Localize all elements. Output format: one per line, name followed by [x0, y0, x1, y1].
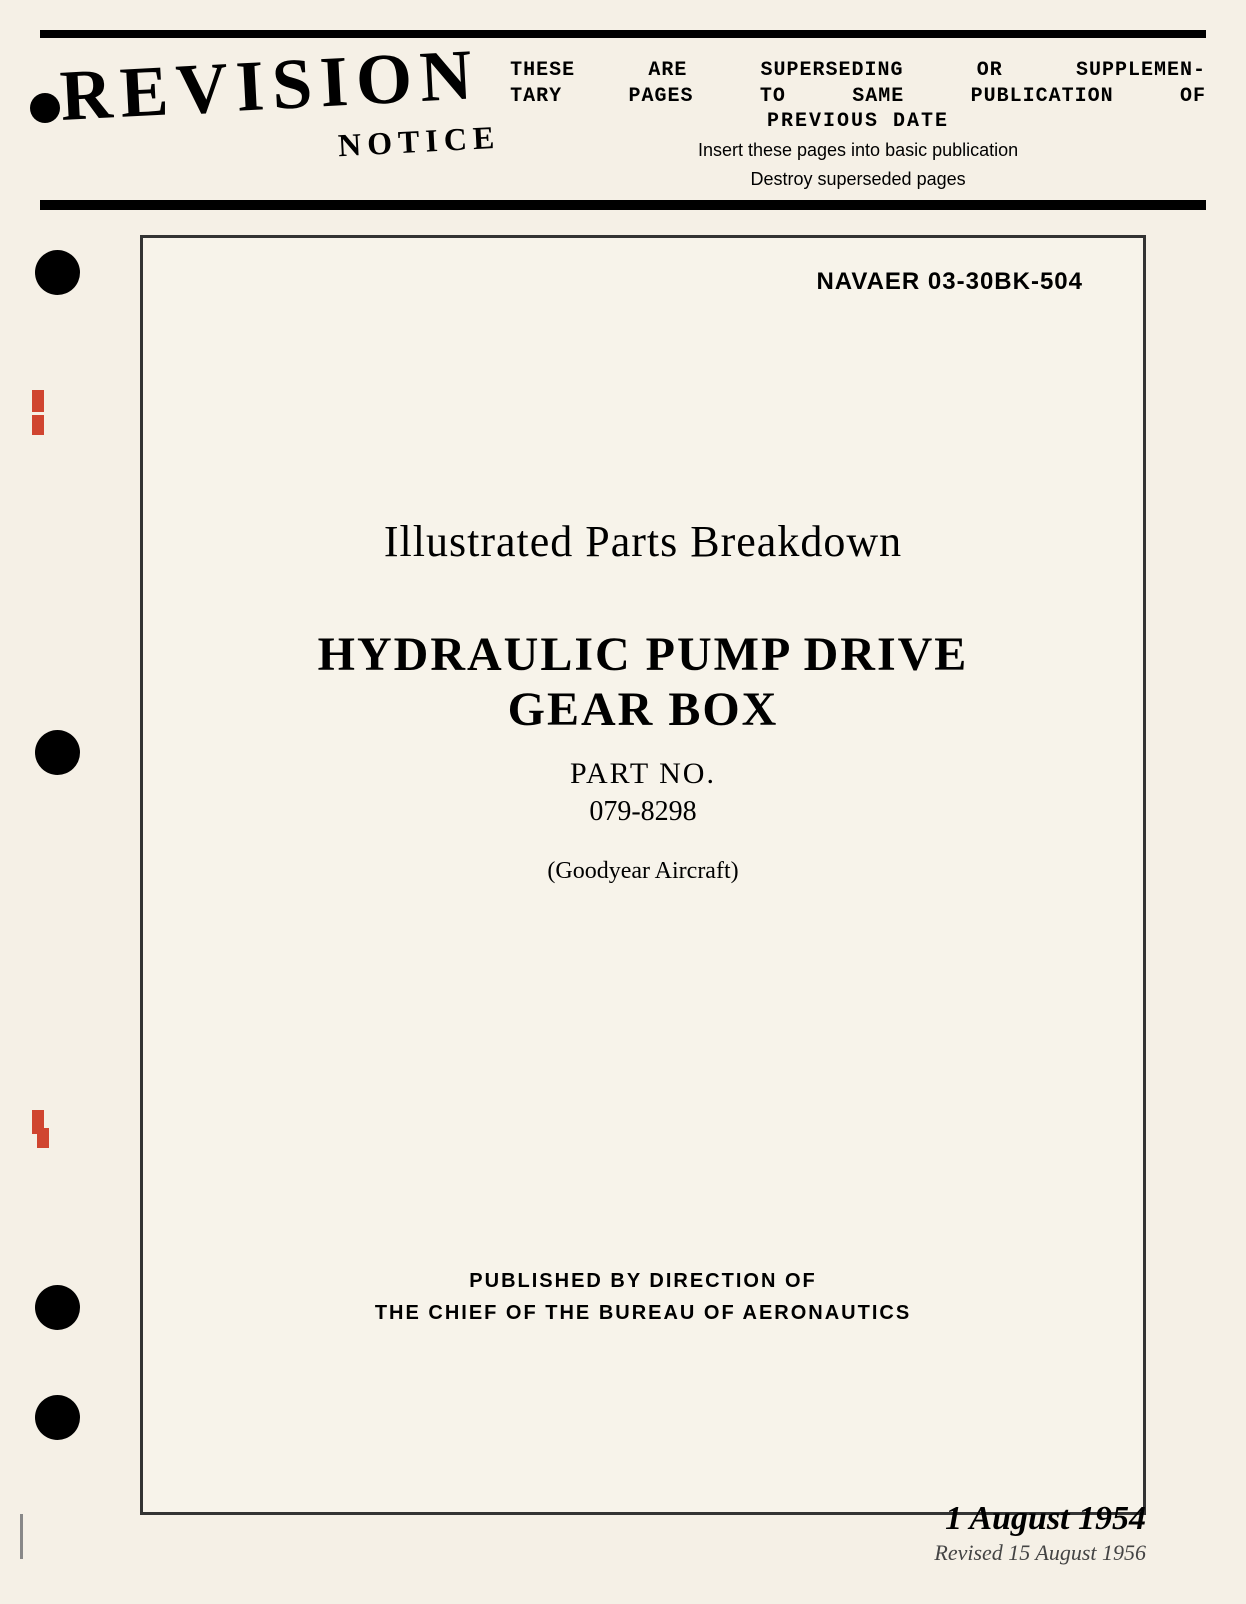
- date-block: 1 August 1954 Revised 15 August 1956: [934, 1500, 1146, 1566]
- superseding-line-1: THESE ARE SUPERSEDING OR SUPPLEMEN-: [510, 58, 1206, 84]
- superseding-line-2: TARY PAGES TO SAME PUBLICATION OF: [510, 84, 1206, 110]
- revision-notice-block: REVISION NOTICE: [40, 38, 480, 118]
- document-frame: NAVAER 03-30BK-504 Illustrated Parts Bre…: [140, 235, 1146, 1515]
- red-mark-icon: [32, 390, 44, 412]
- punch-hole-icon: [35, 1285, 80, 1330]
- punch-hole-icon: [35, 1395, 80, 1440]
- revision-label: REVISION: [59, 42, 482, 129]
- notice-label: NOTICE: [337, 119, 501, 164]
- bullet-dot-icon: [30, 93, 60, 123]
- main-title: Illustrated Parts Breakdown: [203, 516, 1083, 567]
- product-title-line-2: GEAR BOX: [203, 682, 1083, 737]
- red-mark-icon: [37, 1128, 49, 1148]
- red-mark-icon: [32, 415, 44, 435]
- part-number-value: 079-8298: [203, 796, 1083, 828]
- insert-instruction-2: Destroy superseded pages: [510, 168, 1206, 191]
- superseding-line-3: PREVIOUS DATE: [510, 110, 1206, 133]
- product-title-line-1: HYDRAULIC PUMP DRIVE: [203, 627, 1083, 682]
- part-number-label: PART NO.: [203, 757, 1083, 791]
- published-by-line-1: PUBLISHED BY DIRECTION OF: [203, 1265, 1083, 1297]
- publication-date: 1 August 1954: [934, 1500, 1146, 1538]
- header-right-text: THESE ARE SUPERSEDING OR SUPPLEMEN- TARY…: [480, 38, 1206, 192]
- top-rule: [40, 30, 1206, 38]
- faint-mark-icon: [20, 1514, 23, 1559]
- insert-instruction-1: Insert these pages into basic publicatio…: [510, 139, 1206, 162]
- punch-hole-icon: [35, 250, 80, 295]
- header-section: REVISION NOTICE THESE ARE SUPERSEDING OR…: [40, 38, 1206, 192]
- manufacturer-name: (Goodyear Aircraft): [203, 858, 1083, 885]
- revision-date: Revised 15 August 1956: [934, 1540, 1146, 1566]
- published-by-line-2: THE CHIEF OF THE BUREAU OF AERONAUTICS: [203, 1297, 1083, 1329]
- page-container: REVISION NOTICE THESE ARE SUPERSEDING OR…: [0, 0, 1246, 1604]
- header-bottom-rule: [40, 200, 1206, 210]
- punch-hole-icon: [35, 730, 80, 775]
- navaer-id: NAVAER 03-30BK-504: [203, 268, 1083, 296]
